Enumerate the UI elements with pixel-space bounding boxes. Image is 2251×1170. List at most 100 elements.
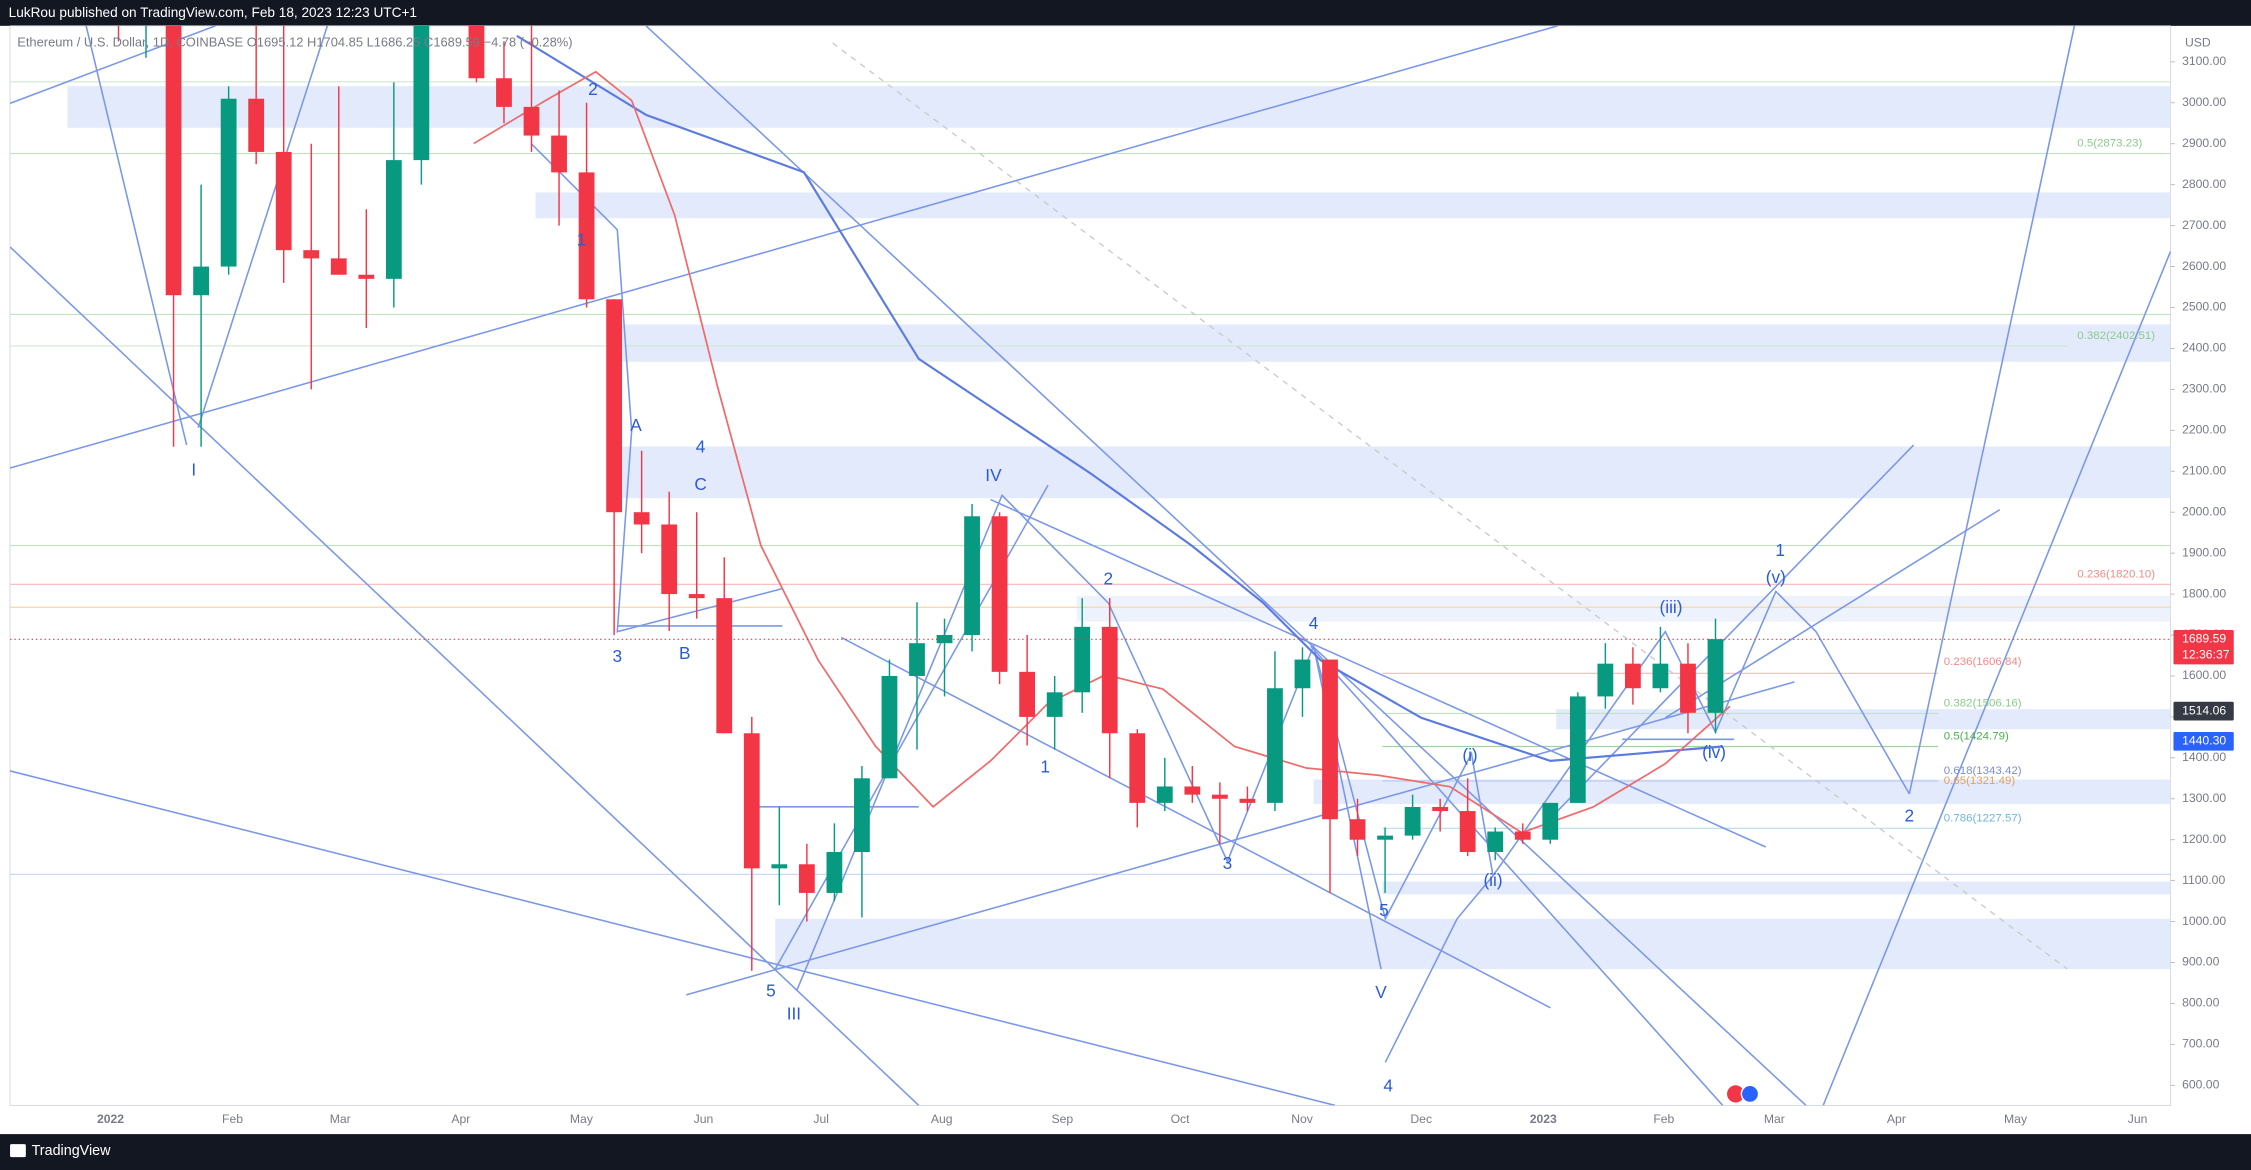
trendline [1310, 645, 1724, 1106]
candle-body [275, 151, 292, 251]
fib-trend [832, 42, 2068, 970]
wave-label: (iv) [1702, 742, 1726, 762]
zone [1556, 709, 2171, 730]
candle-body [1211, 794, 1228, 799]
drawings [10, 25, 2171, 1106]
candle-body [798, 864, 815, 893]
wave-label: 1 [1040, 757, 1050, 777]
wave-label: (ii) [1483, 870, 1502, 890]
y-tick-label: 2000.00 [2182, 504, 2226, 518]
zone [775, 918, 2171, 970]
trendline [645, 25, 1807, 1106]
fib-labels: 0.5(2873.23) 0.382(2402.51) 0.236(1820.1… [1944, 138, 2155, 825]
wave-label: 4 [1383, 1075, 1393, 1095]
candle-body [1459, 811, 1476, 852]
wave-label: 2 [588, 79, 598, 99]
x-tick-label: 2023 [1530, 1112, 1557, 1126]
trendline [1908, 25, 2076, 795]
trendline [10, 25, 1558, 469]
y-tick-label: 900.00 [2182, 955, 2219, 969]
candle-body [964, 516, 980, 636]
fib-label: 0.5(1424.79) [1944, 730, 2009, 742]
footer-bar [0, 1134, 2251, 1170]
candle-body [1542, 802, 1559, 840]
wave-label: 5 [766, 981, 776, 1001]
event-icon [1727, 1085, 1745, 1103]
candle-body [1019, 671, 1036, 717]
fib-label: 0.5(2873.23) [2077, 138, 2142, 150]
wave-label: III [787, 1004, 801, 1024]
fib-label: 0.786(1227.57) [1944, 812, 2022, 824]
wave-label: A [630, 415, 642, 435]
y-tick-label: 2100.00 [2182, 463, 2226, 477]
x-tick-label: Nov [1291, 1112, 1314, 1126]
x-tick-label: Sep [1051, 1112, 1073, 1126]
trendline [10, 770, 1336, 1106]
fib-label: 0.618(1343.42) [1944, 765, 2022, 777]
price-tag-label: 1440.30 [2182, 734, 2226, 748]
wave-label: 1 [577, 230, 587, 250]
wave-label: C [694, 474, 706, 494]
moving-average [516, 34, 1723, 762]
candle-body [1239, 798, 1256, 803]
candle-body [1294, 659, 1311, 689]
candle-body [1404, 806, 1421, 836]
fib-label: 0.65(1321.49) [1944, 775, 2016, 787]
y-tick-label: 2500.00 [2182, 300, 2226, 314]
wave-label: V [1375, 982, 1387, 1002]
y-tick-label: 2800.00 [2182, 177, 2226, 191]
wave-label: 2 [1905, 805, 1915, 825]
wave-label: (v) [1766, 567, 1786, 587]
x-tick-label: Jun [2128, 1112, 2148, 1126]
candles [117, 25, 1724, 971]
candle-body [688, 594, 705, 599]
wave-label: IV [985, 465, 1002, 485]
price-tag-sub: 12:36:37 [2182, 647, 2230, 661]
candle-body [633, 512, 650, 525]
wave-label: B [679, 643, 691, 663]
y-tick-label: 800.00 [2182, 996, 2219, 1010]
wave-label: 4 [696, 436, 706, 456]
footer-brand: TradingView [32, 1143, 112, 1159]
x-tick-label: Feb [1653, 1112, 1674, 1126]
candle-body [1156, 786, 1173, 803]
zone [535, 192, 2171, 219]
candle-body [1074, 626, 1091, 693]
wave-label: 5 [1379, 900, 1389, 920]
candle-body [606, 299, 623, 513]
y-tick-label: 1000.00 [2182, 914, 2226, 928]
candle-body [1487, 831, 1504, 852]
x-tick-label: Apr [451, 1112, 470, 1126]
wave-label: 1 [1775, 540, 1785, 560]
candle-body [1101, 626, 1118, 734]
y-tick-label: 2700.00 [2182, 218, 2226, 232]
price-tag [2173, 701, 2234, 721]
wave-label: (i) [1462, 745, 1477, 765]
fib-label: 0.236(1820.10) [2077, 568, 2155, 580]
fib-label: 0.382(2402.51) [2077, 330, 2155, 342]
y-tick-label: 1100.00 [2182, 873, 2225, 887]
candle-body [1680, 663, 1696, 713]
y-tick-label: 3000.00 [2182, 95, 2226, 109]
price-tag-label: 1514.06 [2182, 703, 2226, 717]
candle-body [826, 851, 843, 893]
price-tag [2173, 629, 2234, 665]
y-tick-label: 1600.00 [2182, 668, 2226, 682]
wave-label: 3 [1223, 853, 1233, 873]
trendline [990, 498, 1767, 848]
candle-body [1267, 688, 1283, 803]
x-tick-label: Mar [1764, 1112, 1785, 1126]
wave-label: 3 [613, 646, 623, 666]
candle-body [909, 643, 925, 676]
wave-label: 4 [1309, 613, 1319, 633]
trendline [85, 25, 188, 446]
candle-body [193, 266, 209, 296]
candle-body [468, 25, 485, 79]
candle-body [1129, 733, 1146, 803]
candle-body [1322, 659, 1338, 820]
y-tick-label: 1800.00 [2182, 586, 2226, 600]
fib-label: 0.236(1606.84) [1944, 656, 2022, 668]
candle-body [248, 98, 265, 152]
candle-body [220, 98, 237, 267]
